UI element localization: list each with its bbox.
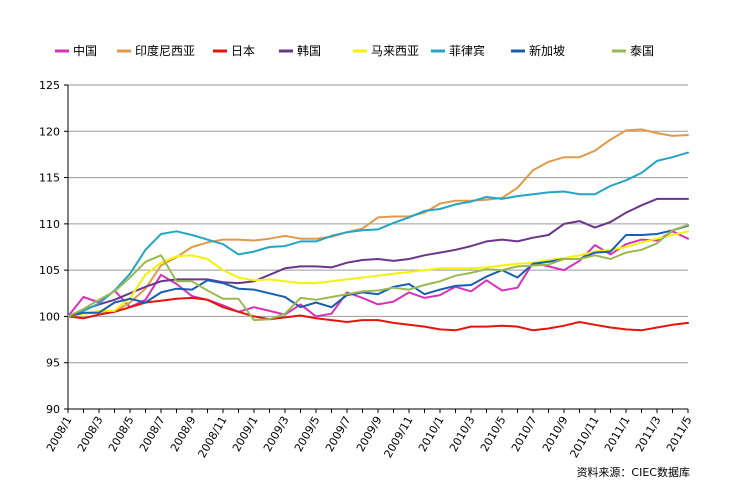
x-tick-label: 2010/7 <box>509 414 540 454</box>
x-tick-label: 2008/7 <box>137 414 168 454</box>
x-tick-label: 2011/3 <box>633 414 664 454</box>
series-layer <box>67 128 689 332</box>
x-tick-label: 2010/11 <box>567 414 601 460</box>
y-tick-label: 110 <box>39 218 60 231</box>
x-tick-label: 2010/5 <box>478 414 509 454</box>
x-tick-label: 2009/11 <box>381 414 415 460</box>
series-line-4 <box>67 197 689 318</box>
x-tick-label: 2008/11 <box>195 414 229 460</box>
series-line-5 <box>67 230 689 318</box>
y-axis-ticks: 90 95 100 105 110 115 120 125 <box>39 79 68 416</box>
x-tick-label: 2009/3 <box>261 414 292 454</box>
legend-label: 新加坡 <box>529 43 565 58</box>
legend-label: 日本 <box>231 44 255 58</box>
y-tick-label: 115 <box>39 172 60 185</box>
x-tick-label: 2009/7 <box>323 414 354 454</box>
x-tick-label: 2010/9 <box>540 414 571 454</box>
x-tick-label: 2009/1 <box>230 414 261 454</box>
series-line-7 <box>67 224 689 318</box>
legend-label: 韩国 <box>297 43 321 58</box>
series-line-6 <box>67 151 689 318</box>
series-line-1 <box>67 230 689 318</box>
x-tick-label: 2011/5 <box>664 414 695 454</box>
x-tick-label: 2008/1 <box>44 414 75 454</box>
legend: 中国 印度尼西亚 日本 韩国 马来西亚 菲律宾 新加坡 泰国 <box>55 43 654 58</box>
axes <box>67 85 688 410</box>
x-tick-label: 2010/1 <box>416 414 447 454</box>
x-tick-label: 2009/9 <box>354 414 385 454</box>
y-tick-label: 120 <box>39 125 60 138</box>
y-tick-label: 125 <box>39 79 60 92</box>
x-tick-label: 2008/3 <box>75 414 106 454</box>
series-line-8 <box>67 223 689 322</box>
legend-label: 马来西亚 <box>371 44 419 58</box>
x-tick-label: 2008/5 <box>106 414 137 454</box>
x-tick-label: 2009/5 <box>292 414 323 454</box>
x-tick-label: 2011/1 <box>602 414 633 454</box>
legend-label: 印度尼西亚 <box>135 43 195 58</box>
series-line-2 <box>67 128 689 318</box>
y-tick-label: 105 <box>39 264 60 277</box>
x-tick-label: 2010/3 <box>447 414 478 454</box>
series-line-3 <box>67 296 689 332</box>
grid-lines <box>68 84 688 364</box>
source-note: 资料来源：CIEC数据库 <box>576 465 690 479</box>
x-tick-label: 2008/9 <box>168 414 199 454</box>
legend-label: 中国 <box>73 43 97 58</box>
y-tick-label: 90 <box>46 403 60 416</box>
legend-label: 菲律宾 <box>449 43 485 58</box>
y-tick-label: 100 <box>39 310 60 323</box>
legend-label: 泰国 <box>630 44 654 58</box>
y-tick-label: 95 <box>46 357 60 370</box>
